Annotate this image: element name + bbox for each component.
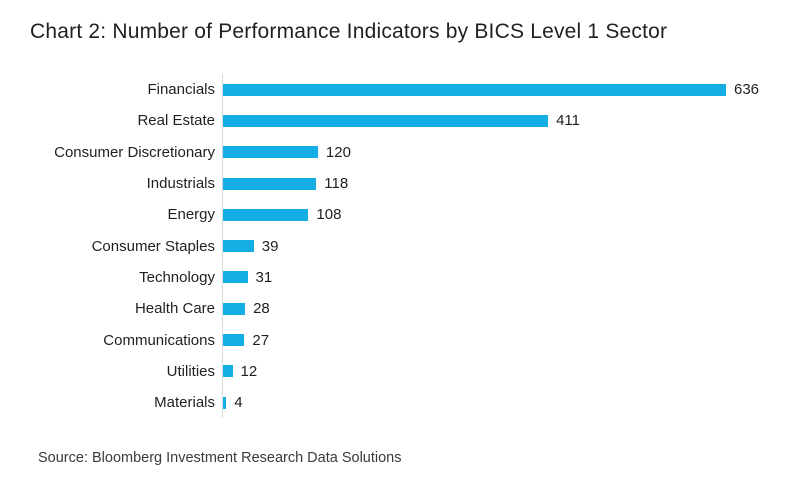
category-label: Materials bbox=[154, 394, 215, 412]
value-label: 4 bbox=[234, 394, 243, 412]
bar bbox=[223, 114, 549, 127]
bar-zone: 118 bbox=[222, 167, 780, 200]
bar-row: Materials 4 bbox=[30, 386, 780, 419]
category-label: Financials bbox=[147, 81, 215, 99]
category-label: Industrials bbox=[146, 175, 215, 193]
bar bbox=[223, 240, 254, 253]
category-label: Technology bbox=[139, 268, 215, 286]
bar-zone: 39 bbox=[222, 230, 780, 262]
bar-zone: 120 bbox=[222, 136, 780, 168]
value-label: 636 bbox=[734, 81, 760, 99]
bar bbox=[223, 83, 726, 96]
bar bbox=[223, 146, 318, 159]
bar-row: Communications 27 bbox=[30, 324, 780, 356]
category-label: Consumer Discretionary bbox=[54, 143, 215, 161]
bar-row: Energy 108 bbox=[30, 199, 780, 231]
bar-row: Consumer Discretionary 120 bbox=[30, 136, 780, 168]
bar bbox=[223, 208, 309, 221]
value-label: 411 bbox=[556, 112, 581, 130]
category-label: Consumer Staples bbox=[91, 237, 215, 255]
bar bbox=[223, 271, 248, 284]
value-label: 39 bbox=[261, 237, 279, 255]
bar bbox=[223, 365, 233, 378]
value-label: 28 bbox=[253, 300, 270, 318]
bar-zone: 4 bbox=[222, 386, 780, 419]
value-label: 12 bbox=[240, 362, 258, 380]
bar-row: Technology 31 bbox=[30, 261, 780, 294]
bar-row: Consumer Staples 39 bbox=[30, 230, 780, 262]
bar bbox=[223, 177, 317, 190]
category-label: Health Care bbox=[134, 300, 215, 318]
bar bbox=[223, 334, 245, 347]
bar-zone: 108 bbox=[222, 199, 780, 231]
bar-zone: 28 bbox=[222, 293, 780, 325]
bar-row: Real Estate 411 bbox=[30, 105, 780, 137]
bar-row: Financials 636 bbox=[30, 74, 780, 106]
bar-zone: 12 bbox=[222, 355, 780, 387]
category-label: Real Estate bbox=[137, 112, 215, 130]
category-label: Energy bbox=[167, 206, 215, 224]
bar-row: Health Care 28 bbox=[30, 293, 780, 325]
bar-row: Industrials 118 bbox=[30, 167, 780, 200]
source-note: Source: Bloomberg Investment Research Da… bbox=[38, 450, 402, 466]
bar-zone: 636 bbox=[222, 74, 780, 106]
value-label: 118 bbox=[324, 175, 349, 193]
value-label: 27 bbox=[252, 331, 270, 349]
bar bbox=[223, 396, 227, 409]
bar-plot: Financials 636 Real Estate 411 Consumer Disc… bbox=[30, 74, 780, 419]
bar-zone: 411 bbox=[222, 105, 780, 137]
bar-zone: 27 bbox=[222, 324, 780, 356]
value-label: 108 bbox=[316, 206, 342, 224]
value-label: 31 bbox=[255, 268, 273, 286]
chart-title: Chart 2: Number of Performance Indicator… bbox=[30, 20, 668, 43]
bar-row: Utilities 12 bbox=[30, 355, 780, 387]
value-label: 120 bbox=[325, 143, 351, 161]
bar bbox=[223, 302, 246, 315]
bar-zone: 31 bbox=[222, 261, 780, 294]
category-label: Communications bbox=[103, 331, 215, 349]
category-label: Utilities bbox=[166, 362, 215, 380]
